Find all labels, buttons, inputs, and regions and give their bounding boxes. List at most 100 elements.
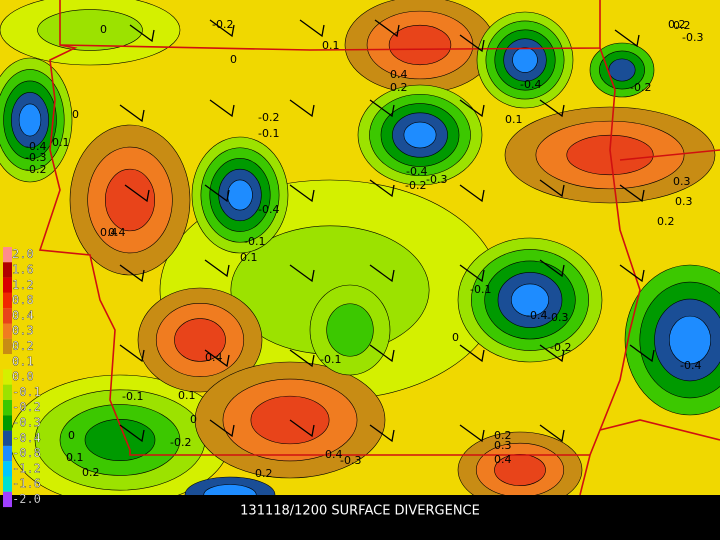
wind-barb [124, 184, 150, 203]
legend-swatch [3, 415, 12, 431]
wind-barb [459, 264, 485, 283]
contour-band [388, 24, 452, 66]
contour-label: -0.3 [340, 454, 361, 467]
contour-label: -0.2 [405, 179, 426, 192]
legend-label: -1.6 [12, 477, 41, 491]
contour-label: 0 [68, 429, 75, 442]
contour-band [608, 58, 636, 82]
contour-label: -0.4 [258, 203, 279, 216]
map-title: 131118/1200 SURFACE DIVERGENCE [240, 504, 480, 519]
border [59, 0, 601, 51]
contour-label: 0.4 [494, 453, 512, 466]
wind-barb [289, 184, 315, 203]
legend-label: -0.8 [12, 446, 41, 460]
contour-band [37, 9, 143, 51]
contour-label: -0.2 [630, 81, 651, 94]
wind-barb [289, 264, 315, 283]
contour-label: -0.2 [258, 111, 279, 124]
contour-label: 0 [190, 413, 197, 426]
wind-barb [209, 99, 235, 118]
contour-label: 0.4 [205, 351, 223, 364]
contour-label: -0.3 [547, 311, 568, 324]
contour-label: -0.1 [244, 235, 265, 248]
wind-barb [299, 19, 325, 38]
legend-label: -0.2 [12, 400, 41, 414]
legend-label: -1.2 [12, 461, 41, 475]
contour-band [326, 303, 374, 357]
wind-barb [369, 99, 395, 118]
divergence-field [0, 0, 720, 495]
legend-label: -0.1 [12, 385, 41, 399]
legend-label: 0.2 [12, 339, 34, 353]
legend-swatch [3, 262, 12, 278]
contour-label: 0.2 [673, 19, 691, 32]
contour-label: -0.4 [406, 165, 427, 178]
legend-label: 0.0 [12, 370, 34, 384]
wind-barb [209, 419, 235, 438]
contour-label: -0.2 [25, 163, 46, 176]
contour-label: 0 [100, 23, 107, 36]
legend-label: 0.3 [12, 324, 34, 338]
contour-label: -0.4 [526, 309, 547, 322]
legend-label: 1.6 [12, 262, 34, 276]
wind-barb [539, 259, 565, 278]
contour-label: 0.2 [494, 429, 512, 442]
wind-barb [369, 264, 395, 283]
contour-label: 0.1 [240, 251, 258, 264]
contour-band [203, 484, 257, 495]
border [619, 149, 720, 161]
contour-label: 0.2 [255, 467, 273, 480]
wind-barb [119, 424, 145, 443]
wind-barb [539, 99, 565, 118]
wind-barb [209, 19, 235, 38]
state-borders [38, 0, 720, 495]
contour-label: 0 [72, 108, 79, 121]
contour-label: -0.3 [426, 173, 447, 186]
wind-barb [619, 184, 645, 203]
contour-label: 0.3 [673, 175, 691, 188]
wind-barb [204, 184, 230, 203]
contour-label: -0.1 [258, 127, 279, 140]
contour-label: 0.4 [108, 226, 126, 239]
legend-swatch [3, 369, 12, 385]
contour-label: 0.1 [52, 136, 70, 149]
contour-label: 0.2 [390, 81, 408, 94]
legend-label: -0.3 [12, 415, 41, 429]
wind-barb [369, 344, 395, 363]
legend-swatch [3, 292, 12, 309]
contour-label: -0.4 [25, 140, 46, 153]
legend-swatch [3, 476, 12, 492]
contour-label: 0.4 [100, 226, 118, 239]
contour-label: 0.2 [82, 466, 100, 479]
legend-label: 0.4 [12, 308, 34, 322]
wind-barb [374, 19, 400, 38]
legend-label: -2.0 [12, 492, 41, 506]
legend-swatch [3, 400, 12, 416]
border [38, 0, 590, 456]
contour-label: -0.1 [320, 353, 341, 366]
wind-barb [204, 349, 230, 368]
contour-label: 0 [452, 331, 459, 344]
legend-swatch [3, 430, 12, 446]
contour-label: -0.4 [520, 78, 541, 91]
contour-band [18, 103, 42, 137]
contour-label: 0.1 [505, 113, 523, 126]
contour-label: -0.4 [680, 359, 701, 372]
wind-barb [289, 349, 315, 368]
legend-swatch [3, 277, 12, 293]
contour-band [174, 318, 226, 362]
border [579, 47, 641, 495]
wind-barb [119, 344, 145, 363]
contour-label: -0.2 [550, 341, 571, 354]
wind-barb [539, 424, 565, 443]
contour-label: 0.4 [325, 448, 343, 461]
legend-label: 2.0 [12, 247, 34, 261]
contour-label: -0.3 [25, 151, 46, 164]
legend-label: 1.2 [12, 278, 34, 292]
contour-label: 0.2 [657, 215, 675, 228]
legend-label: 0.8 [12, 293, 34, 307]
contour-label: 0 [230, 53, 237, 66]
wind-barb [459, 34, 485, 53]
legend-swatch [3, 338, 12, 355]
